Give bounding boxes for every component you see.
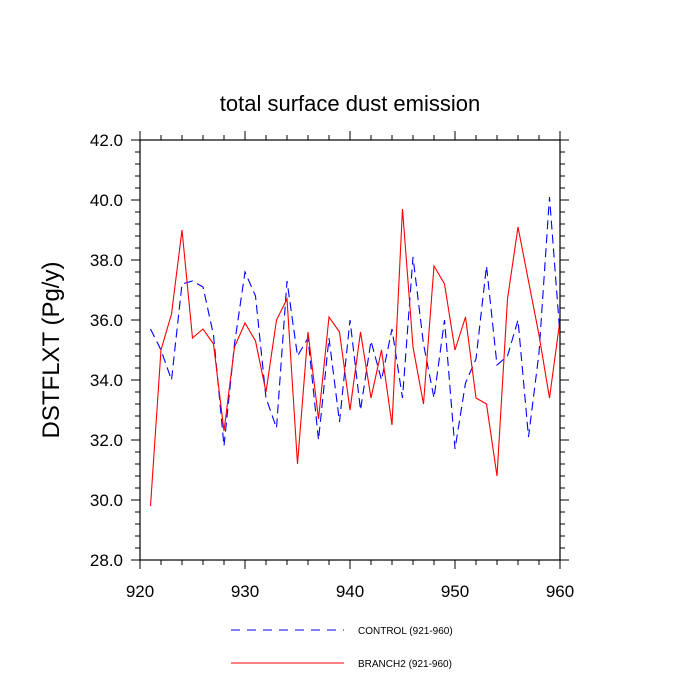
chart-title: total surface dust emission <box>220 91 480 116</box>
axes: 28.0 30.0 32.0 34.0 36.0 38.0 40.0 42.0 920 930 94… <box>90 131 574 601</box>
y-tick-label: 40.0 <box>90 191 123 210</box>
x-tick-label: 930 <box>231 582 259 601</box>
y-tick-label: 38.0 <box>90 251 123 270</box>
x-tick-label: 940 <box>336 582 364 601</box>
series-line-control <box>150 196 561 450</box>
y-axis-label: DSTFLXT (Pg/y) <box>38 262 65 439</box>
x-tick-label: 950 <box>441 582 469 601</box>
plot-frame <box>139 139 561 561</box>
series-layer <box>149 196 561 507</box>
y-tick-label: 28.0 <box>90 551 123 570</box>
legend-label-branch2: BRANCH2 (921-960) <box>358 659 452 670</box>
y-tick-label: 36.0 <box>90 311 123 330</box>
y-tick-label: 42.0 <box>90 131 123 150</box>
y-tick-label: 30.0 <box>90 491 123 510</box>
x-tick-label: 920 <box>126 582 154 601</box>
legend: CONTROL (921-960) BRANCH2 (921-960) <box>231 626 453 670</box>
legend-label-control: CONTROL (921-960) <box>358 626 453 637</box>
x-tick-label: 960 <box>546 582 574 601</box>
y-tick-label: 34.0 <box>90 371 123 390</box>
y-tick-label: 32.0 <box>90 431 123 450</box>
series-line-branch2 <box>149 208 561 507</box>
